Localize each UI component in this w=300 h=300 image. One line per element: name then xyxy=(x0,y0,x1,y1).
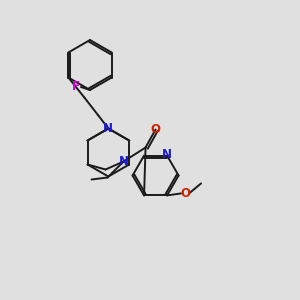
Text: N: N xyxy=(118,155,129,168)
Text: O: O xyxy=(151,123,160,136)
Text: O: O xyxy=(180,187,190,200)
Text: N: N xyxy=(162,148,172,161)
Text: N: N xyxy=(103,122,113,135)
Text: F: F xyxy=(72,80,80,92)
